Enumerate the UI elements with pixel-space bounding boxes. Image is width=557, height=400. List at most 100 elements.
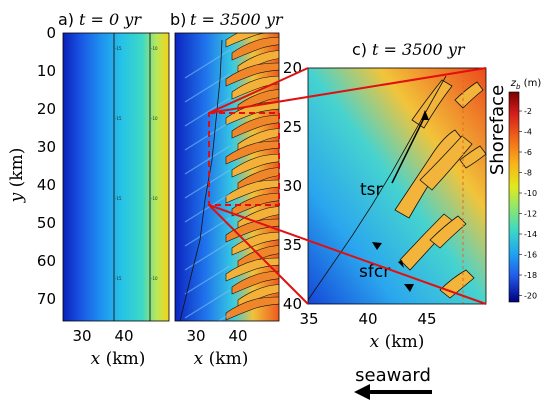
panel-a-y-tick: 70 bbox=[37, 290, 56, 308]
panel-b-ridge bbox=[225, 33, 266, 48]
panel-b-x-tick: 40 bbox=[228, 327, 247, 345]
panel-b-ridge-shadow bbox=[184, 97, 231, 127]
panel-b-ridge-shadow bbox=[184, 121, 231, 151]
colorbar-scale bbox=[508, 91, 520, 303]
panel-b-ridge-shadow bbox=[184, 73, 231, 103]
panel-a-y-tick: 50 bbox=[37, 214, 56, 232]
panel-c-y-tick: 25 bbox=[283, 118, 302, 136]
panel-c-x-tick: 40 bbox=[358, 310, 377, 328]
zoom-box bbox=[208, 112, 280, 206]
panel-c-ridge bbox=[454, 81, 484, 109]
shoreface-label: Shoreface bbox=[487, 85, 508, 175]
colorbar-title: zb (m) bbox=[510, 78, 542, 91]
panel-c-field bbox=[308, 68, 486, 304]
panel-a-y-tick: 20 bbox=[37, 100, 56, 118]
panel-b-ridge bbox=[225, 179, 279, 204]
panel-b-ridge-shadow bbox=[184, 241, 231, 271]
colorbar-tick-label: -2 bbox=[524, 107, 532, 116]
panel-a-contour-label: -15 bbox=[115, 116, 122, 121]
panel-a-field bbox=[63, 33, 169, 321]
sfcr-arrowhead-2 bbox=[398, 260, 404, 268]
colorbar-tick-label: -14 bbox=[524, 230, 537, 239]
panel-a-frame bbox=[62, 32, 170, 322]
panel-a: -15 -15 -15 -15 -10 -10 -10 -10 a) t = 0 yr 0 10… bbox=[37, 10, 170, 345]
panel-a-contour-label: -10 bbox=[151, 196, 158, 201]
panel-b-ridge-shadow bbox=[184, 289, 231, 319]
tsr-label: tsr bbox=[360, 180, 383, 200]
panel-b-shoreline-contour bbox=[179, 39, 223, 321]
colorbar: zb (m) -2 -4 -6 -8 -10 -12 -14 -16 -18 -20 bbox=[508, 78, 542, 303]
panel-b-ridge bbox=[225, 257, 279, 282]
seaward-arrowhead bbox=[354, 384, 370, 400]
seaward-label: seaward bbox=[355, 365, 431, 386]
panel-b-ridge-shadow bbox=[184, 217, 231, 247]
zoom-line-bottom-right bbox=[208, 204, 487, 305]
colorbar-tick-label: -16 bbox=[524, 251, 537, 260]
zoom-line-top-left bbox=[208, 67, 309, 114]
colorbar-tick-label: -4 bbox=[524, 128, 532, 137]
panel-b-x-tick: 30 bbox=[186, 327, 205, 345]
panel-b: b) t = 3500 yr 30 40 bbox=[170, 10, 284, 345]
panel-b-ridge bbox=[225, 296, 279, 321]
panel-b-ridge bbox=[225, 140, 279, 165]
panel-c-y-tick: 40 bbox=[283, 295, 302, 313]
colorbar-tick-label: -18 bbox=[524, 271, 537, 280]
panel-c-x-tick: 45 bbox=[417, 310, 436, 328]
panel-a-x-tick: 40 bbox=[114, 327, 133, 345]
panel-b-ridge-shadow bbox=[217, 313, 231, 321]
panel-c-ridge bbox=[459, 145, 486, 169]
panel-b-title: t = 3500 yr bbox=[190, 10, 284, 29]
panel-b-ridge-shadow bbox=[184, 265, 231, 295]
panel-b-ridge-shadow bbox=[184, 49, 231, 79]
panel-b-ridge bbox=[231, 270, 279, 295]
y-axis-label: y (km) bbox=[7, 148, 27, 204]
panel-a-y-tick: 40 bbox=[37, 176, 56, 194]
x-axis-label-b: x (km) bbox=[194, 349, 249, 369]
panel-c-ridge bbox=[429, 215, 467, 249]
panel-a-y-tick: 0 bbox=[46, 24, 56, 42]
panel-b-ridge bbox=[225, 62, 279, 87]
panel-c-ridge bbox=[419, 135, 473, 191]
panel-b-ridge bbox=[231, 153, 279, 178]
panel-b-ridge bbox=[231, 75, 279, 100]
x-axis-label-c: x (km) bbox=[370, 332, 425, 352]
panel-a-label: a) bbox=[58, 10, 74, 29]
panel-a-contour-label: -15 bbox=[115, 46, 122, 51]
panel-a-contour-label: -15 bbox=[115, 196, 122, 201]
panel-c-label: c) bbox=[352, 40, 367, 59]
panel-c-ridge bbox=[411, 79, 453, 129]
colorbar-tick-label: -8 bbox=[524, 169, 532, 178]
colorbar-tick-label: -6 bbox=[524, 148, 532, 157]
panel-b-label: b) bbox=[170, 10, 186, 29]
panel-c-y-tick: 30 bbox=[283, 177, 302, 195]
zoom-indicator bbox=[208, 67, 487, 305]
panel-a-contour-label: -10 bbox=[151, 116, 158, 121]
zoom-line-bottom-left bbox=[208, 204, 309, 305]
panel-a-contour-label: -10 bbox=[151, 276, 158, 281]
panel-c-title: t = 3500 yr bbox=[372, 40, 466, 59]
colorbar-tick-label: -12 bbox=[524, 210, 537, 219]
panel-c-x-tick: 35 bbox=[299, 310, 318, 328]
tsr-arrowhead bbox=[421, 110, 429, 120]
panel-a-x-tick: 30 bbox=[72, 327, 91, 345]
panel-b-ridge bbox=[231, 36, 279, 61]
sfcr-arrowhead-1 bbox=[372, 242, 382, 250]
panel-a-contour-label: -15 bbox=[115, 276, 122, 281]
panel-c-y-tick: 35 bbox=[283, 236, 302, 254]
colorbar-tick-label: -20 bbox=[524, 292, 537, 301]
sfcr-arrowhead-3 bbox=[404, 284, 414, 292]
panel-a-y-tick: 10 bbox=[37, 62, 56, 80]
panel-a-contour-label: -10 bbox=[151, 46, 158, 51]
zoom-line-top-right bbox=[208, 67, 487, 114]
panel-b-ridge bbox=[231, 114, 279, 139]
panel-b-ridge-shadow bbox=[184, 145, 231, 175]
panel-c-frame bbox=[307, 67, 487, 305]
panel-a-title: t = 0 yr bbox=[79, 10, 142, 29]
panel-a-y-tick: 60 bbox=[37, 252, 56, 270]
colorbar-tick-label: -10 bbox=[524, 189, 537, 198]
tsr-arrow bbox=[391, 115, 426, 184]
x-axis-label-a: x (km) bbox=[91, 349, 146, 369]
panel-b-ridge-shadow bbox=[184, 193, 231, 223]
panel-a-y-tick: 30 bbox=[37, 138, 56, 156]
